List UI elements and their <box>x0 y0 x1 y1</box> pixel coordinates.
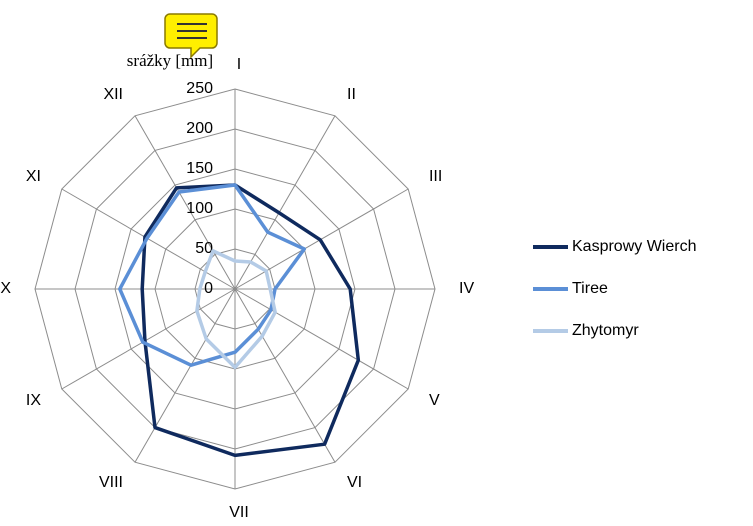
series-line <box>140 183 361 458</box>
category-label: II <box>347 86 356 103</box>
r-tick-label: 50 <box>195 240 213 257</box>
category-label: XII <box>103 86 123 103</box>
r-tick-label: 250 <box>186 80 213 97</box>
grid-ring <box>194 248 276 330</box>
spoke <box>234 115 336 290</box>
r-tick-label: 100 <box>186 200 213 217</box>
category-label: III <box>429 168 442 185</box>
grid-ring <box>114 168 356 410</box>
chart-title: srážky [mm] <box>127 51 213 70</box>
category-label: I <box>237 56 241 73</box>
legend-label: Tiree <box>572 280 608 297</box>
r-tick-label: 0 <box>204 280 213 297</box>
r-tick-label: 150 <box>186 160 213 177</box>
series-line <box>118 183 307 367</box>
grid-ring <box>34 88 436 490</box>
legend-label: Zhytomyr <box>572 322 639 339</box>
category-label: V <box>429 392 440 409</box>
spoke <box>61 288 236 390</box>
category-label: XI <box>26 168 41 185</box>
category-label: VI <box>347 474 362 491</box>
spoke <box>134 288 236 463</box>
legend-label: Kasprowy Wierch <box>572 238 696 255</box>
spoke <box>134 115 236 290</box>
note-icon <box>164 13 218 59</box>
category-label: VIII <box>99 474 123 491</box>
grid-ring <box>74 128 396 450</box>
category-label: X <box>0 280 11 297</box>
category-label: IV <box>459 280 474 297</box>
series-line <box>195 249 277 370</box>
spoke <box>234 288 336 463</box>
category-label: IX <box>26 392 41 409</box>
category-label: VII <box>229 504 249 521</box>
spoke <box>234 288 409 390</box>
r-tick-label: 200 <box>186 120 213 137</box>
